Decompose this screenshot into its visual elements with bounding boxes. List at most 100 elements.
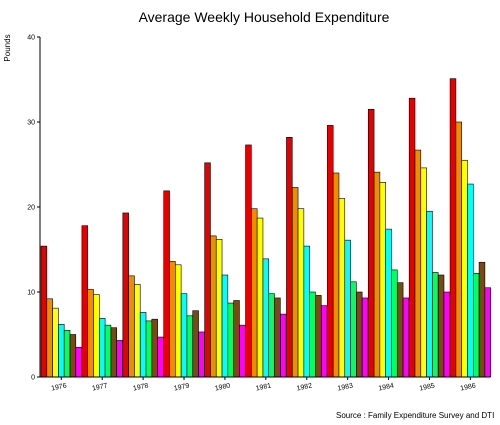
- bar: [40, 245, 48, 378]
- bar: [402, 297, 410, 378]
- bar: [373, 171, 381, 378]
- x-axis-ticks: 1976 1977 1978 1979 1980 1981 1982 1983 1984 1985…: [51, 377, 477, 393]
- bar: [210, 235, 217, 378]
- bar: [426, 210, 433, 378]
- bar: [338, 198, 346, 378]
- chart-title: Average Weekly Household Expenditure: [139, 9, 390, 25]
- bar: [110, 327, 118, 378]
- y-axis-label: Pounds: [3, 34, 12, 61]
- bar: [239, 324, 246, 378]
- bar: [151, 318, 158, 378]
- bar: [180, 293, 188, 378]
- bar: [420, 167, 427, 378]
- x-tick-label: 1983: [337, 382, 354, 392]
- x-tick-label: 1985: [419, 382, 436, 392]
- bar: [58, 323, 65, 378]
- bar: [175, 264, 182, 378]
- bar: [367, 108, 375, 378]
- y-axis-ticks: 0 10 20 30 40: [27, 35, 40, 382]
- bar: [46, 298, 53, 378]
- bar: [432, 272, 439, 378]
- bar: [443, 291, 451, 378]
- bar: [69, 334, 77, 378]
- bar: [186, 315, 194, 378]
- bar: [286, 137, 293, 378]
- bar: [303, 245, 310, 378]
- bar: [145, 320, 153, 378]
- bar: [414, 149, 422, 378]
- bar: [327, 125, 334, 378]
- bar: [93, 294, 100, 378]
- bar: [251, 208, 258, 378]
- bar: [221, 274, 229, 378]
- bar: [204, 162, 211, 378]
- bar: [472, 272, 480, 378]
- bar: [157, 336, 164, 378]
- bar: [408, 97, 416, 378]
- y-tick-label: 20: [27, 205, 35, 212]
- bar: [391, 269, 398, 378]
- bar: [449, 78, 457, 378]
- bar: [139, 312, 147, 378]
- bar: [315, 295, 322, 378]
- bar: [274, 297, 281, 378]
- bar: [484, 287, 491, 378]
- bar: [268, 293, 275, 378]
- bar: [128, 275, 135, 378]
- x-tick-label: 1979: [173, 382, 190, 392]
- bar: [63, 329, 71, 378]
- bar: [87, 289, 94, 378]
- bar: [81, 225, 89, 378]
- bar: [320, 305, 328, 378]
- bar: [227, 302, 234, 378]
- bar: [233, 300, 240, 378]
- bar: [52, 307, 59, 378]
- bar: [478, 261, 486, 378]
- bar: [75, 346, 82, 378]
- bar: [163, 190, 170, 378]
- bar: [379, 182, 386, 378]
- bar: [332, 172, 340, 378]
- bar: [461, 159, 468, 378]
- bar: [467, 183, 474, 378]
- y-tick-label: 10: [27, 290, 35, 297]
- x-tick-label: 1981: [255, 382, 272, 392]
- bar: [215, 239, 223, 378]
- x-tick-label: 1982: [296, 382, 313, 392]
- bar: [169, 261, 176, 378]
- bar: [256, 217, 264, 378]
- bars: [40, 78, 491, 378]
- x-tick-label: 1977: [92, 382, 109, 392]
- source-note: Source : Family Expenditure Survey and D…: [336, 411, 494, 420]
- x-tick-label: 1984: [378, 382, 395, 392]
- y-tick-label: 30: [27, 120, 35, 127]
- bar: [361, 297, 369, 378]
- bar: [122, 212, 129, 378]
- bar: [198, 331, 205, 378]
- bar: [356, 291, 363, 378]
- x-tick-label: 1980: [214, 382, 231, 392]
- bar: [262, 258, 270, 378]
- bar: [455, 121, 462, 378]
- bar: [396, 282, 404, 378]
- bar: [297, 208, 305, 378]
- x-tick-label: 1986: [460, 382, 477, 392]
- y-tick-label: 0: [31, 375, 35, 382]
- bar: [192, 310, 199, 378]
- bar: [385, 228, 392, 378]
- x-tick-label: 1976: [51, 382, 68, 392]
- bar: [134, 284, 141, 378]
- bar: [245, 144, 252, 378]
- bar: [437, 274, 445, 378]
- bar: [291, 187, 299, 378]
- bar: [99, 318, 106, 378]
- bar: [104, 324, 112, 378]
- bar: [309, 291, 316, 378]
- bar: [350, 281, 357, 378]
- bar: [280, 313, 287, 378]
- x-tick-label: 1978: [132, 382, 149, 392]
- y-tick-label: 40: [27, 35, 35, 42]
- bar: [344, 239, 351, 378]
- bar: [116, 340, 123, 378]
